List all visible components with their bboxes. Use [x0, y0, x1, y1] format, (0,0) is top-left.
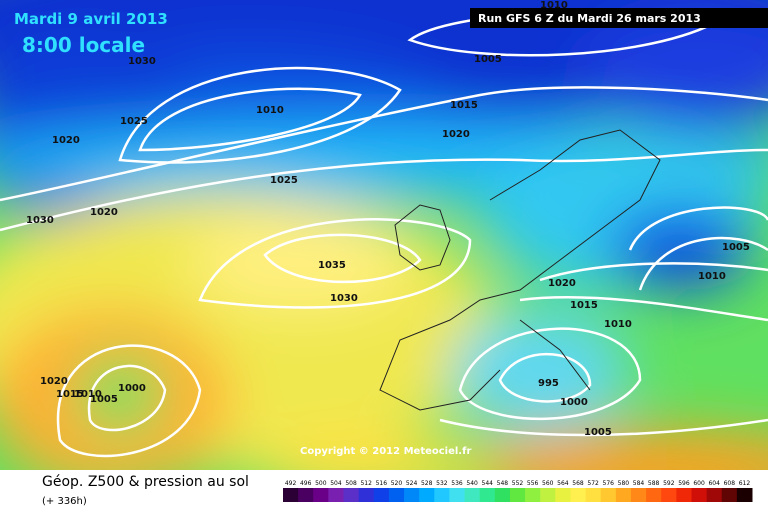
isobar-label: 1020: [52, 135, 80, 146]
isobar-label: 1005: [584, 427, 612, 438]
scale-swatch: [509, 488, 526, 502]
scale-swatch: [721, 488, 738, 502]
scale-label: 552: [512, 480, 524, 487]
scale-swatch: [404, 488, 420, 502]
coastlines: [379, 129, 661, 411]
scale-swatch: [434, 488, 450, 502]
scale-label: 580: [618, 480, 630, 487]
scale-label: 572: [587, 480, 599, 487]
scale-swatch: [343, 488, 360, 502]
run-info: Run GFS 6 Z du Mardi 26 mars 2013: [478, 12, 701, 25]
scale-swatch: [419, 488, 435, 502]
scale-label: 612: [739, 480, 751, 487]
isobar-label: 1025: [120, 116, 148, 127]
scale-swatch: [313, 488, 329, 502]
scale-label: 500: [315, 480, 327, 487]
scale-label: 588: [648, 480, 660, 487]
isobar-label: 1000: [118, 383, 146, 394]
scale-swatch: [646, 488, 662, 502]
run-banner: [470, 8, 768, 28]
scale-label: 604: [708, 480, 720, 487]
scale-label: 544: [482, 480, 494, 487]
scale-swatch: [630, 488, 647, 502]
scale-label: 492: [285, 480, 297, 487]
isobar-label: 1025: [270, 175, 298, 186]
scale-swatch: [298, 488, 314, 502]
isobar-label: 1015: [450, 100, 478, 111]
scale-label: 540: [466, 480, 478, 487]
scale-label: 600: [693, 480, 705, 487]
scale-swatch: [676, 488, 692, 502]
scale-label: 520: [391, 480, 403, 487]
copyright: Copyright © 2012 Meteociel.fr: [300, 446, 471, 457]
scale-label: 516: [376, 480, 388, 487]
isobar-label: 1020: [90, 207, 118, 218]
scale-label: 556: [527, 480, 539, 487]
scale-swatch: [570, 488, 587, 502]
isobar-label: 1000: [560, 397, 588, 408]
isobar-label: 1015: [56, 389, 84, 400]
scale-label: 524: [406, 480, 418, 487]
scale-label: 528: [421, 480, 433, 487]
time: 8:00 locale: [22, 33, 145, 57]
scale-swatch: [540, 488, 556, 502]
scale-label: 568: [572, 480, 584, 487]
isobar-label: 1020: [548, 278, 576, 289]
isobar-label: 1010: [540, 0, 568, 11]
isobar-label: 1020: [40, 376, 68, 387]
isobar-label: 1030: [26, 215, 54, 226]
scale-swatch: [525, 488, 541, 502]
footer-title: Géop. Z500 & pression au sol: [42, 474, 249, 490]
isobar-label: 1030: [330, 293, 358, 304]
scale-swatch: [736, 488, 753, 502]
isobar-label: 1010: [256, 105, 284, 116]
scale-label: 532: [436, 480, 448, 487]
scale-swatch: [388, 488, 405, 502]
scale-swatch: [373, 488, 390, 502]
isobar-label: 1020: [442, 129, 470, 140]
scale-label: 504: [330, 480, 342, 487]
scale-label: 608: [724, 480, 736, 487]
scale-label: 564: [557, 480, 569, 487]
isobar-label: 1035: [318, 260, 346, 271]
scale-swatch: [449, 488, 466, 502]
scale-swatch: [494, 488, 511, 502]
scale-label: 512: [360, 480, 372, 487]
isobar-label: 995: [538, 378, 559, 389]
scale-swatch: [283, 488, 299, 502]
scale-swatch: [600, 488, 617, 502]
scale-label: 548: [497, 480, 509, 487]
scale-label: 508: [345, 480, 357, 487]
scale-label: 536: [451, 480, 463, 487]
scale-swatch: [328, 488, 345, 502]
isobar-label: 1010: [698, 271, 726, 282]
scale-label: 576: [603, 480, 615, 487]
isobar-label: 1010: [604, 319, 632, 330]
scale-swatch: [661, 488, 677, 502]
scale-label: 584: [633, 480, 645, 487]
scale-swatch: [479, 488, 496, 502]
isobar-label: 1015: [570, 300, 598, 311]
isobar-label: 1030: [128, 56, 156, 67]
scale-label: 496: [300, 480, 312, 487]
scale-swatch: [585, 488, 602, 502]
scale-swatch: [358, 488, 375, 502]
scale-swatch: [555, 488, 571, 502]
scale-swatch: [691, 488, 708, 502]
scale-swatch: [464, 488, 481, 502]
scale-label: 560: [542, 480, 554, 487]
isobar-label: 1010: [74, 389, 102, 400]
scale-swatch: [706, 488, 723, 502]
scale-label: 592: [663, 480, 675, 487]
isobar-label: 1005: [474, 54, 502, 65]
scale-swatch: [615, 488, 632, 502]
date: Mardi 9 avril 2013: [14, 10, 168, 28]
scale-label: 596: [678, 480, 690, 487]
footer-range: (+ 336h): [42, 496, 87, 507]
isobar-label: 1005: [90, 394, 118, 405]
isobar-lines: [0, 10, 768, 458]
isobar-label: 1005: [722, 242, 750, 253]
